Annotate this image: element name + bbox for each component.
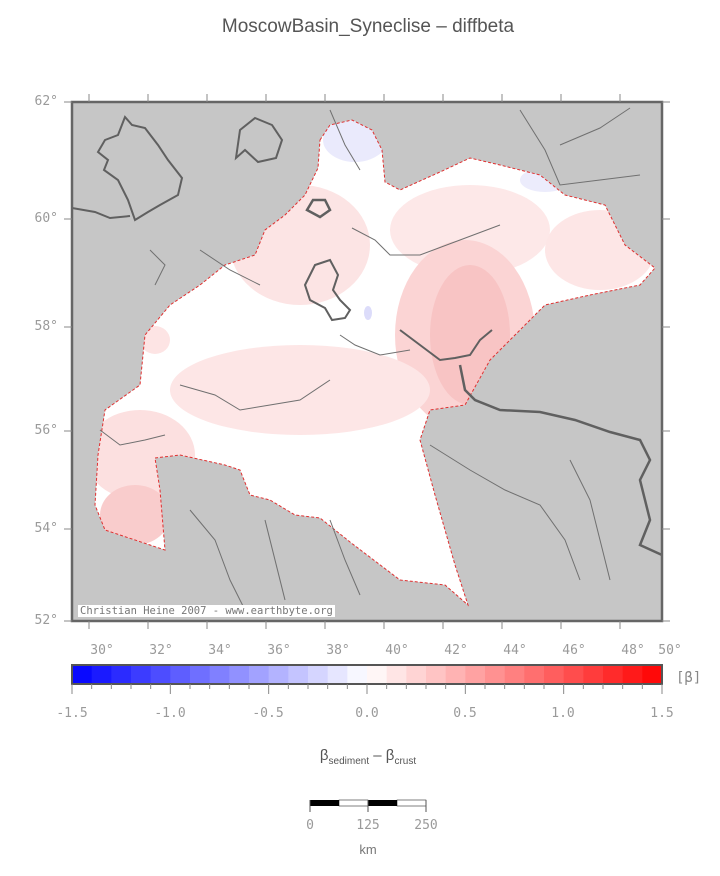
colorbar-cell <box>485 665 506 684</box>
colorbar-cell <box>642 665 663 684</box>
lat-label-54: 54° <box>34 521 58 536</box>
colorbar-tick-label: -0.5 <box>252 706 284 721</box>
colorbar-cell <box>131 665 152 684</box>
colorbar-cell <box>327 665 348 684</box>
colorbar-cell <box>347 665 368 684</box>
lon-label-48: 48° <box>621 643 645 658</box>
colorbar-cell <box>386 665 407 684</box>
colorbar-formula: βsediment – βcrust <box>0 747 720 767</box>
colorbar-cell <box>622 665 643 684</box>
lon-label-36: 36° <box>267 643 291 658</box>
scale-bar <box>309 799 427 812</box>
lon-label-32: 32° <box>149 643 173 658</box>
colorbar-cell <box>583 665 604 684</box>
scale-tick-label: 0 <box>306 818 314 833</box>
beta-symbol: β <box>319 747 329 764</box>
colorbar-cell <box>445 665 466 684</box>
colorbar-cell <box>603 665 624 684</box>
colorbar-cell <box>190 665 211 684</box>
coastlines-and-rivers <box>72 107 662 611</box>
scale-unit-label: km <box>359 842 377 857</box>
colorbar-cell <box>268 665 289 684</box>
lat-label-56: 56° <box>34 423 58 438</box>
credit-text: Christian Heine 2007 - www.earthbyte.org <box>78 605 335 617</box>
colorbar-cell <box>170 665 191 684</box>
colorbar-cell <box>72 665 93 684</box>
lat-label-62: 62° <box>34 94 58 109</box>
colorbar-cell <box>91 665 112 684</box>
lon-label-44: 44° <box>503 643 527 658</box>
lon-label-34: 34° <box>208 643 232 658</box>
colorbar-cell <box>524 665 545 684</box>
colorbar-tick-label: -1.5 <box>56 706 88 721</box>
lon-label-30: 30° <box>90 643 114 658</box>
colorbar-tick-label: 1.5 <box>650 706 674 721</box>
colorbar-cell <box>426 665 447 684</box>
colorbar-tick-label: 0.5 <box>453 706 477 721</box>
colorbar-cell <box>367 665 388 684</box>
colorbar-cell <box>406 665 427 684</box>
lat-label-58: 58° <box>34 319 58 334</box>
frame-ticks <box>64 94 670 629</box>
lon-label-50: 50° <box>658 643 682 658</box>
lat-label-52: 52° <box>34 613 58 628</box>
map-frame <box>70 100 664 623</box>
colorbar-ticks <box>71 684 663 694</box>
lon-label-38: 38° <box>326 643 350 658</box>
colorbar-cell <box>308 665 329 684</box>
map-title: MoscowBasin_Syneclise – diffbeta <box>221 16 515 37</box>
basin-outline <box>94 119 656 607</box>
beta-symbol: β <box>385 747 395 764</box>
colorbar-tick-label: 0.0 <box>355 706 379 721</box>
colorbar-cell <box>288 665 309 684</box>
colorbar-unit: [β] <box>676 670 702 686</box>
lat-label-60: 60° <box>34 211 58 226</box>
lon-label-40: 40° <box>385 643 409 658</box>
colorbar-cell <box>209 665 230 684</box>
lon-label-42: 42° <box>444 643 468 658</box>
colorbar-tick-label: 1.0 <box>551 706 575 721</box>
colorbar-cell <box>150 665 171 684</box>
colorbar-cell <box>544 665 565 684</box>
colorbar <box>72 665 663 684</box>
colorbar-cell <box>465 665 486 684</box>
colorbar-cell <box>563 665 584 684</box>
colorbar-cell <box>229 665 250 684</box>
scale-tick-label: 250 <box>414 818 438 833</box>
formula-subscript-sediment: sediment <box>328 756 370 767</box>
colorbar-cell <box>504 665 525 684</box>
colorbar-cell <box>249 665 270 684</box>
scale-tick-label: 125 <box>356 818 380 833</box>
lon-label-46: 46° <box>562 643 586 658</box>
colorbar-tick-label: -1.0 <box>154 706 186 721</box>
formula-subscript-crust: crust <box>394 756 417 767</box>
colorbar-cell <box>111 665 132 684</box>
formula-minus: – <box>369 747 386 764</box>
